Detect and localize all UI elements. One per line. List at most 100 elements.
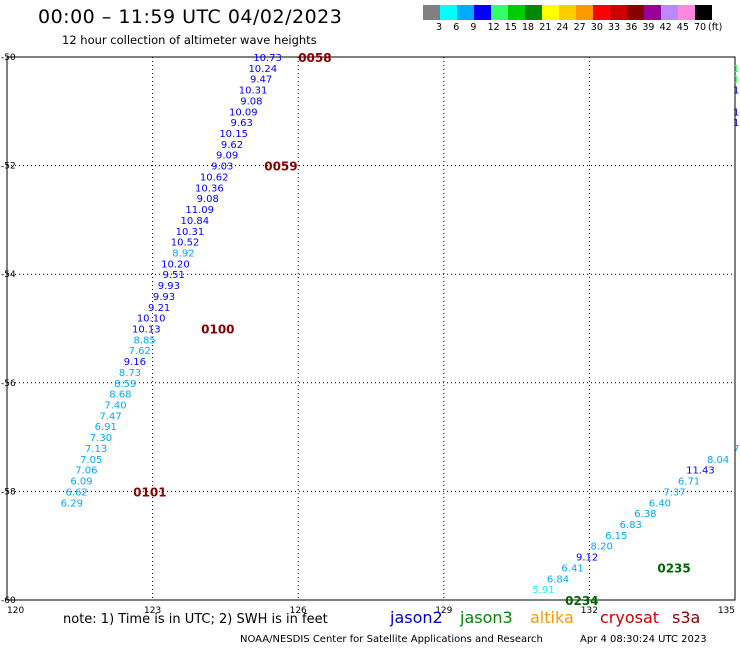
legend-label: 36 [625, 22, 638, 33]
legend-swatch [644, 5, 661, 20]
wave-height-label: 6.71 [678, 477, 700, 488]
wave-height-label: 11.09 [185, 205, 214, 216]
x-tick-label: 126 [290, 606, 307, 616]
pass-time-label: 0059 [264, 160, 297, 174]
wave-height-label: 10.10 [137, 314, 166, 325]
y-tick-label: -58 [1, 487, 16, 497]
wave-height-label: 10.24 [248, 64, 277, 75]
wave-height-label: 9.12 [576, 553, 598, 564]
wave-height-label: 10.13 [132, 325, 161, 336]
legend-label: 45 [676, 22, 689, 33]
legend-label: 21 [539, 22, 552, 33]
wave-height-label: 10.15 [219, 129, 248, 140]
wave-height-label: 9.51 [163, 270, 185, 281]
wave-height-label: 7.06 [75, 466, 97, 477]
pass-time-label: 0100 [201, 323, 234, 337]
legend-swatch [474, 5, 491, 20]
wave-height-label: 9.93 [153, 292, 175, 303]
map-frame [6, 56, 736, 601]
wave-height-label: 6.62 [66, 487, 88, 498]
wave-height-label: 6.29 [61, 498, 83, 509]
wave-height-label: 9.03 [211, 162, 233, 173]
legend-swatch [678, 5, 695, 20]
wave-height-label: 7.13 [85, 444, 107, 455]
wave-height-label: 13 [733, 75, 740, 86]
legend-swatch [457, 5, 474, 20]
color-scale-legend [423, 5, 712, 20]
legend-swatch [610, 5, 627, 20]
legend-label: 24 [556, 22, 569, 33]
legend-label: 3 [436, 22, 443, 33]
wave-height-label: 8.85 [133, 335, 155, 346]
satellite-name-cryosat: cryosat [600, 608, 660, 627]
wave-height-label: 7.62 [129, 346, 151, 357]
wave-height-label: 10.31 [176, 227, 205, 238]
satellite-name-s3a: s3a [672, 608, 701, 627]
wave-height-label: 5.91 [532, 585, 554, 596]
wave-height-label: 6.38 [634, 509, 656, 520]
x-tick-label: 132 [581, 606, 598, 616]
legend-label: 15 [504, 22, 517, 33]
pass-time-label: 0101 [133, 485, 166, 499]
y-tick-label: -50 [1, 53, 16, 63]
wave-height-label: 6.41 [561, 563, 583, 574]
footer-note: note: 1) Time is in UTC; 2) SWH is in fe… [63, 612, 328, 627]
wave-height-label: 6.91 [95, 422, 117, 433]
legend-swatch [440, 5, 457, 20]
y-tick-label: -56 [1, 379, 16, 389]
wave-height-label: 10.31 [239, 86, 268, 97]
wave-height-label: 8.73 [119, 368, 141, 379]
x-tick-label: 120 [7, 606, 24, 616]
wave-height-label: 10.52 [171, 238, 200, 249]
legend-swatch [695, 5, 712, 20]
legend-label: 42 [659, 22, 672, 33]
wave-height-label: 9.08 [240, 96, 262, 107]
wave-height-label: 7.47 [100, 411, 122, 422]
wave-height-label: 9.62 [221, 140, 243, 151]
legend-swatch [542, 5, 559, 20]
wave-height-label: 8.04 [707, 455, 729, 466]
y-tick-label: -54 [1, 270, 16, 280]
legend-label: 18 [522, 22, 535, 33]
wave-height-label: 8.20 [591, 542, 613, 553]
wave-height-label: 6.15 [605, 531, 627, 542]
wave-height-label: 10.09 [229, 107, 258, 118]
wave-height-label: 8.92 [172, 248, 194, 259]
credit-line: NOAA/NESDIS Center for Satellite Applica… [240, 634, 543, 645]
legend-label: 30 [590, 22, 603, 33]
wave-height-label: 8.68 [109, 390, 131, 401]
legend-label: 9 [470, 22, 477, 33]
legend-swatch [491, 5, 508, 20]
wave-height-label: 1 [733, 107, 739, 118]
x-tick-label: 135 [718, 606, 735, 616]
legend-swatch [525, 5, 542, 20]
x-tick-label: 129 [435, 606, 452, 616]
wave-height-label: 9.47 [250, 75, 272, 86]
wave-height-label: 13 [733, 64, 740, 75]
legend-label: 12 [487, 22, 500, 33]
legend-swatch [508, 5, 525, 20]
satellite-name-altika: altika [530, 608, 574, 627]
map-title: 00:00 – 11:59 UTC 04/02/2023 [38, 6, 343, 28]
wave-height-label: 7.37 [663, 487, 685, 498]
wave-height-label: 9.21 [148, 303, 170, 314]
wave-height-label: 9.63 [231, 118, 253, 129]
wave-height-label: 11.43 [686, 466, 715, 477]
wave-height-label: 9.08 [197, 194, 219, 205]
satellite-name-jason3: jason3 [460, 608, 513, 627]
legend-swatch [576, 5, 593, 20]
y-tick-label: -52 [1, 162, 16, 172]
legend-unit: (ft) [708, 22, 723, 33]
y-tick-label: -60 [1, 596, 16, 606]
wave-height-label: 9.93 [158, 281, 180, 292]
legend-swatch [559, 5, 576, 20]
pass-time-label: 0235 [657, 561, 690, 575]
legend-swatch [627, 5, 644, 20]
legend-label: 70 [694, 22, 707, 33]
wave-height-label: 7.30 [90, 433, 112, 444]
x-tick-label: 123 [144, 606, 161, 616]
legend-swatch [593, 5, 610, 20]
wave-height-label: 6.09 [70, 477, 92, 488]
wave-height-label: 6.40 [649, 498, 671, 509]
